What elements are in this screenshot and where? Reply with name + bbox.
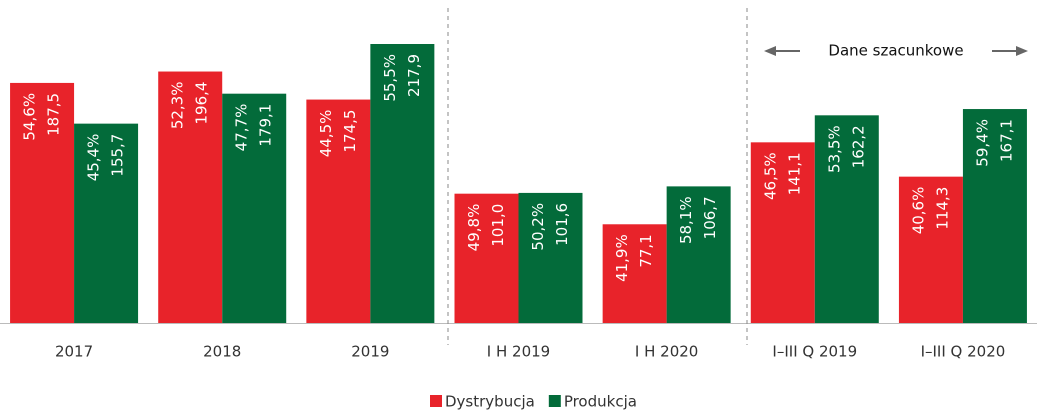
bar [74,123,139,324]
bar [370,44,435,323]
bar [222,93,287,323]
bar [750,142,815,323]
share-label: 55,5% [381,54,399,102]
share-label: 54,6% [21,93,39,141]
bar [306,99,371,324]
x-tick-label: 2019 [351,343,389,361]
share-label: 41,9% [613,234,631,282]
annotation: Dane szacunkowe [828,42,963,60]
x-tick-label: I–III Q 2020 [921,343,1006,361]
legend-label: Produkcja [564,393,637,411]
value-label: 77,1 [637,234,655,267]
share-label: 45,4% [85,134,103,182]
value-label: 101,6 [553,203,571,246]
legend-swatch [430,395,442,407]
share-label: 53,5% [825,125,843,173]
bar [10,82,75,323]
bar [602,224,667,323]
x-tick-label: I H 2020 [635,343,698,361]
value-label: 179,1 [257,104,275,147]
bar [962,109,1027,323]
share-label: 46,5% [761,152,779,200]
x-tick-label: I–III Q 2019 [772,343,857,361]
bar [898,176,963,323]
share-label: 47,7% [233,104,251,152]
legend-swatch [548,395,561,407]
value-label: 167,1 [997,119,1015,162]
value-label: 217,9 [405,54,423,97]
bar [518,192,583,323]
x-tick-label: 2017 [55,343,93,361]
legend-label: Dystrybucja [445,393,535,411]
bar [666,186,731,323]
share-label: 49,8% [465,204,483,252]
share-label: 52,3% [169,82,187,130]
value-label: 141,1 [785,152,803,195]
value-label: 162,2 [849,125,867,168]
value-label: 196,4 [193,82,211,125]
value-label: 106,7 [701,196,719,239]
value-label: 174,5 [341,110,359,153]
bar [814,115,879,323]
annotation-arrows [764,46,1028,56]
share-label: 44,5% [317,110,335,158]
x-tick-label: I H 2019 [487,343,550,361]
value-label: 187,5 [45,93,63,136]
value-label: 155,7 [109,134,127,177]
bar [158,71,223,323]
bar [454,193,519,323]
x-tick-label: 2018 [203,343,241,361]
share-label: 50,2% [529,203,547,251]
value-label: 114,3 [933,187,951,230]
value-label: 101,0 [489,204,507,247]
share-label: 59,4% [973,119,991,167]
share-label: 58,1% [677,196,695,244]
share-label: 40,6% [909,187,927,235]
